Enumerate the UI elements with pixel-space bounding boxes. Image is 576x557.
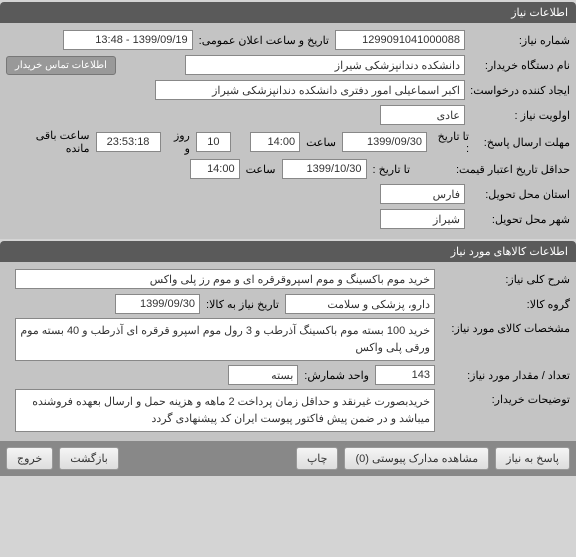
label-until-date: تا تاریخ : <box>427 130 469 155</box>
credit-date-field[interactable] <box>282 159 367 179</box>
label-until-date-2: تا تاریخ : <box>367 163 410 176</box>
label-creator: ایجاد کننده درخواست: <box>465 84 570 97</box>
section-need-info-header: اطلاعات نیاز <box>0 2 576 23</box>
label-unit: واحد شمارش: <box>298 369 375 382</box>
view-attachments-button[interactable]: مشاهده مدارک پیوستی (0) <box>344 447 489 470</box>
label-qty: تعداد / مقدار مورد نیاز: <box>435 369 570 382</box>
label-general-desc: شرح کلی نیاز: <box>435 273 570 286</box>
label-day-and: روز و <box>161 129 196 155</box>
priority-field[interactable] <box>380 105 465 125</box>
label-min-credit-date: حداقل تاریخ اعتبار قیمت: <box>410 163 570 176</box>
label-goods-group: گروه کالا: <box>435 298 570 311</box>
label-buyer-notes: توضیحات خریدار: <box>435 389 570 406</box>
label-priority: اولویت نیاز : <box>465 109 570 122</box>
exit-button[interactable]: خروج <box>6 447 53 470</box>
need-number-field[interactable] <box>335 30 465 50</box>
qty-field[interactable] <box>375 365 435 385</box>
buyer-org-field[interactable] <box>185 55 465 75</box>
goods-group-field[interactable] <box>285 294 435 314</box>
deadline-hour-field[interactable] <box>250 132 300 152</box>
announce-datetime-field[interactable] <box>63 30 193 50</box>
remaining-days-field[interactable] <box>196 132 231 152</box>
deadline-date-field[interactable] <box>342 132 427 152</box>
goods-spec-field[interactable]: خرید 100 بسته موم باکسینگ آذرطب و 3 رول … <box>15 318 435 361</box>
label-buyer-org: نام دستگاه خریدار: <box>465 59 570 72</box>
label-goods-need-date: تاریخ نیاز به کالا: <box>200 298 285 311</box>
creator-field[interactable] <box>155 80 465 100</box>
remaining-time-field[interactable] <box>96 132 161 152</box>
province-field[interactable] <box>380 184 465 204</box>
label-city: شهر محل تحویل: <box>465 213 570 226</box>
goods-need-date-field[interactable] <box>115 294 200 314</box>
label-announce-datetime: تاریخ و ساعت اعلان عمومی: <box>193 34 335 47</box>
general-desc-field[interactable] <box>15 269 435 289</box>
unit-field[interactable] <box>228 365 298 385</box>
back-button[interactable]: بازگشت <box>59 447 119 470</box>
label-province: استان محل تحویل: <box>465 188 570 201</box>
reply-need-button[interactable]: پاسخ به نیاز <box>495 447 570 470</box>
label-hour-2: ساعت <box>240 163 282 176</box>
section-need-info-body: شماره نیاز: تاریخ و ساعت اعلان عمومی: نا… <box>0 23 576 239</box>
buyer-notes-field[interactable]: خریدبصورت غیرنقد و حداقل زمان پرداخت 2 م… <box>15 389 435 432</box>
contact-buyer-button[interactable]: اطلاعات تماس خریدار <box>6 56 116 75</box>
print-button[interactable]: چاپ <box>296 447 339 470</box>
label-goods-spec: مشخصات کالای مورد نیاز: <box>435 318 570 335</box>
label-deadline: مهلت ارسال پاسخ: <box>469 136 570 149</box>
label-need-number: شماره نیاز: <box>465 34 570 47</box>
label-remaining: ساعت باقی مانده <box>6 129 96 155</box>
footer-toolbar: پاسخ به نیاز مشاهده مدارک پیوستی (0) چاپ… <box>0 441 576 476</box>
section-goods-info-body: شرح کلی نیاز: گروه کالا: تاریخ نیاز به ک… <box>0 262 576 441</box>
city-field[interactable] <box>380 209 465 229</box>
label-hour-1: ساعت <box>300 136 342 149</box>
credit-hour-field[interactable] <box>190 159 240 179</box>
section-goods-info-header: اطلاعات کالاهای مورد نیاز <box>0 241 576 262</box>
